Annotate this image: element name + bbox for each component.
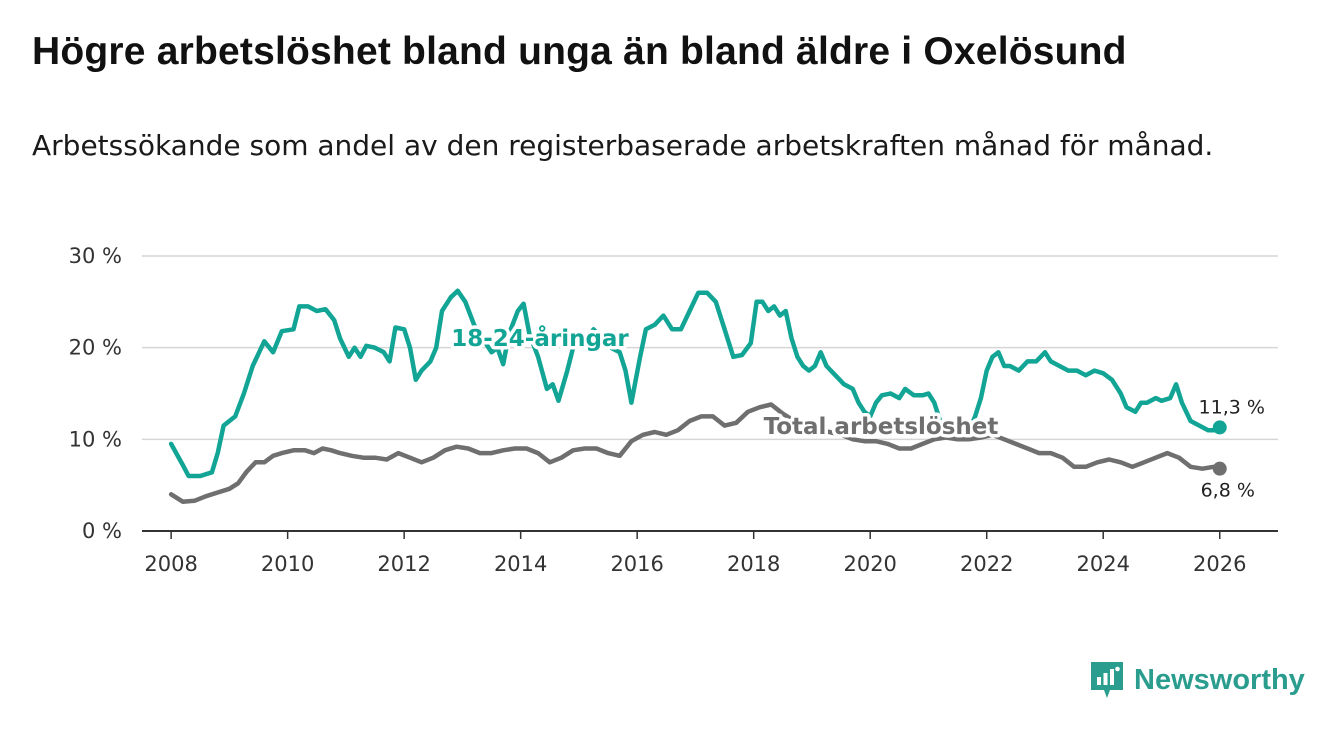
x-tick-label: 2026 [1193, 552, 1246, 576]
y-tick-label: 0 % [82, 519, 122, 543]
labels: 18-24-åringar Total arbetslöshet 11,3 % 6,8… [448, 322, 1268, 505]
series-label-youth: 18-24-åringar [451, 325, 629, 352]
x-tick-label: 2008 [144, 552, 197, 576]
chart-subtitle: Arbetssökande som andel av den registerb… [32, 129, 1214, 162]
series-label-total: Total arbetslöshet [764, 414, 999, 440]
x-tick-label: 2010 [261, 552, 314, 576]
end-point-youth [1212, 420, 1227, 435]
newsworthy-chart-icon [1091, 662, 1123, 698]
end-value-youth: 11,3 % [1199, 396, 1265, 418]
x-tick-label: 2018 [727, 552, 780, 576]
brand-name: Newsworthy [1134, 663, 1305, 696]
gridlines [142, 255, 1278, 441]
end-point-total [1212, 461, 1227, 476]
series-line-youth [168, 288, 1222, 479]
end-value-total: 6,8 % [1201, 480, 1255, 502]
x-tick-label: 2024 [1077, 552, 1130, 576]
newsworthy-logo: Newsworthy [1088, 660, 1305, 700]
x-tick-label: 2012 [377, 552, 430, 576]
series [168, 288, 1227, 504]
x-tick-label: 2014 [494, 552, 547, 576]
chart-title: Högre arbetslöshet bland unga än bland ä… [32, 30, 1127, 73]
axes: 0 % 10 % 20 % 30 % 2008 2010 2012 2014 2016 2018 2… [69, 244, 1278, 576]
y-tick-label: 30 % [69, 244, 122, 268]
y-tick-label: 10 % [69, 427, 122, 451]
x-tick-label: 2020 [843, 552, 896, 576]
series-line-total [168, 402, 1222, 504]
y-tick-label: 20 % [69, 336, 122, 360]
x-tick-label: 2016 [610, 552, 663, 576]
x-tick-label: 2022 [960, 552, 1013, 576]
